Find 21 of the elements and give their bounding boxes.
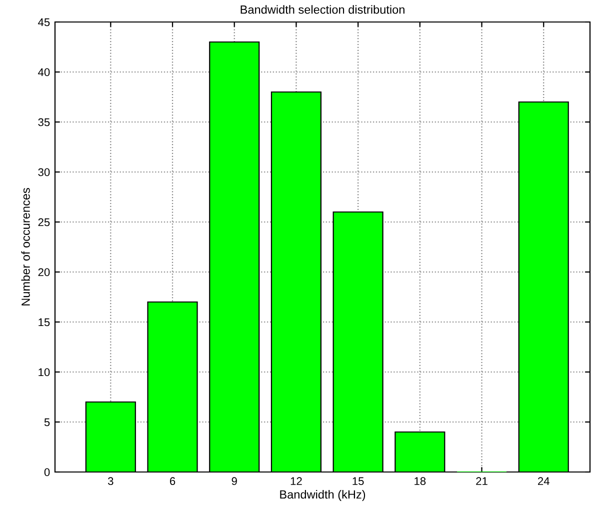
x-tick-label: 24 bbox=[538, 477, 550, 485]
y-tick-label: 45 bbox=[38, 18, 50, 26]
y-axis-title: Number of occurences bbox=[21, 188, 30, 306]
y-tick-label: 10 bbox=[38, 368, 50, 376]
x-tick-label: 18 bbox=[414, 477, 426, 486]
chart-title: Bandwidth selection distribution bbox=[240, 5, 404, 14]
y-tick-label: 0 bbox=[44, 468, 50, 476]
y-tick-label: 20 bbox=[38, 268, 50, 276]
y-tick-label: 25 bbox=[38, 218, 50, 226]
x-tick-label: 3 bbox=[108, 477, 114, 486]
y-tick-label: 30 bbox=[38, 168, 50, 176]
y-tick-label: 5 bbox=[44, 418, 50, 426]
x-tick-label: 12 bbox=[290, 477, 302, 485]
x-tick-label: 6 bbox=[170, 477, 176, 486]
x-tick-label: 15 bbox=[352, 477, 364, 486]
y-tick-label: 35 bbox=[38, 118, 50, 126]
y-tick-label: 15 bbox=[38, 318, 50, 326]
x-tick-label: 21 bbox=[476, 477, 488, 485]
x-axis-title: Bandwidth (kHz) bbox=[280, 490, 366, 501]
y-tick-label: 40 bbox=[38, 68, 50, 76]
x-tick-label: 9 bbox=[232, 477, 237, 486]
